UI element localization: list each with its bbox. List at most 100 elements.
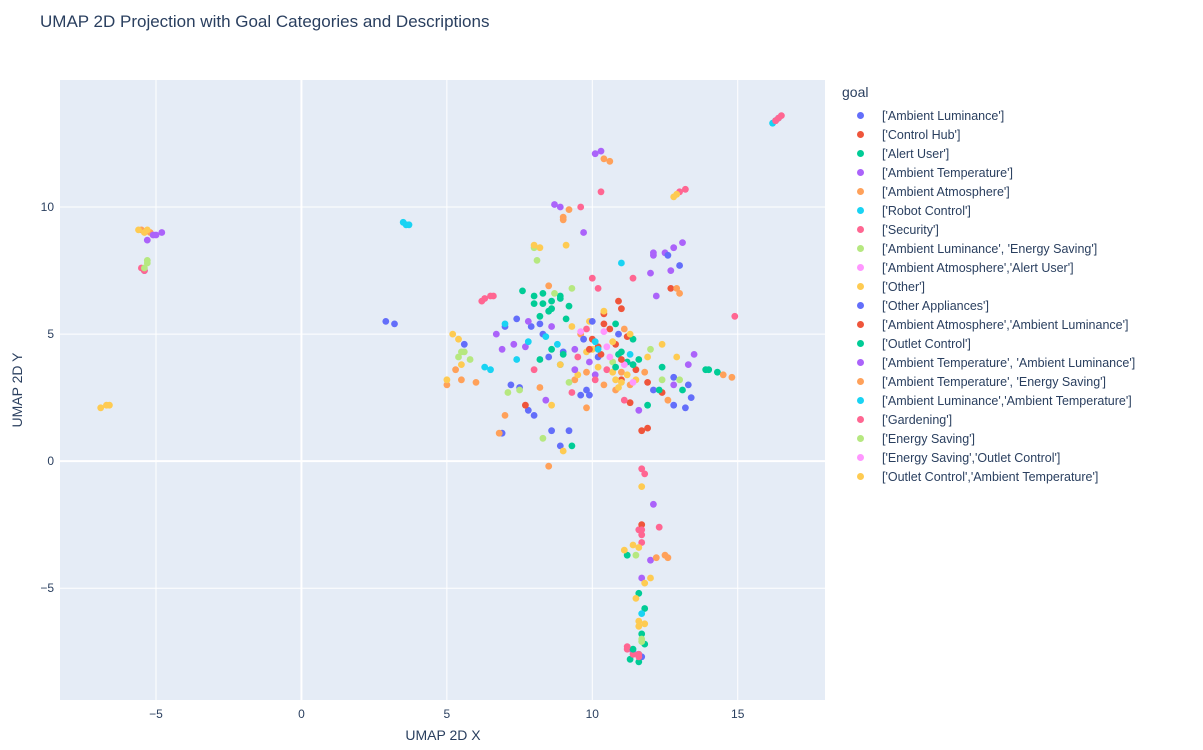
data-point[interactable] [638,521,646,529]
data-point[interactable] [577,328,585,335]
data-point[interactable] [702,366,710,374]
data-point[interactable] [670,244,678,252]
data-point[interactable] [655,386,663,394]
data-point[interactable] [495,429,503,437]
data-point[interactable] [638,531,646,539]
data-point[interactable] [615,330,622,338]
data-point[interactable] [620,361,628,368]
data-point[interactable] [548,427,555,435]
data-point[interactable] [594,363,602,371]
legend-item[interactable]: ['Robot Control'] [842,201,1135,220]
data-point[interactable] [583,386,590,394]
data-point[interactable] [460,340,468,348]
data-point[interactable] [626,399,634,407]
data-point[interactable] [97,404,105,412]
data-point[interactable] [600,155,608,163]
legend-item[interactable]: ['Energy Saving','Outlet Control'] [842,448,1135,467]
data-point[interactable] [458,361,465,368]
data-point[interactable] [641,470,649,478]
data-point[interactable] [650,386,657,394]
data-point[interactable] [612,376,619,384]
data-point[interactable] [641,579,649,587]
data-point[interactable] [466,356,474,363]
data-point[interactable] [539,434,547,442]
data-point[interactable] [492,330,500,338]
data-point[interactable] [641,368,649,376]
data-point[interactable] [551,290,558,297]
data-point[interactable] [620,396,628,404]
data-point[interactable] [618,305,625,313]
data-point[interactable] [652,292,660,300]
legend-item[interactable]: ['Ambient Luminance', 'Energy Saving'] [842,239,1135,258]
data-point[interactable] [594,345,602,353]
data-point[interactable] [158,229,166,236]
data-point[interactable] [559,351,567,358]
data-point[interactable] [530,412,538,419]
data-point[interactable] [583,325,590,333]
data-point[interactable] [664,251,672,259]
data-point[interactable] [612,363,619,371]
data-point[interactable] [530,300,538,307]
data-point[interactable] [632,366,640,374]
data-point[interactable] [487,292,494,300]
data-point[interactable] [562,315,570,323]
legend-item[interactable]: ['Security'] [842,220,1135,239]
data-point[interactable] [149,231,157,239]
data-point[interactable] [647,269,654,277]
data-point[interactable] [583,404,590,412]
data-point[interactable] [629,379,637,386]
data-point[interactable] [684,361,692,368]
data-point[interactable] [455,353,462,361]
data-point[interactable] [635,544,643,551]
data-point[interactable] [568,389,576,396]
data-point[interactable] [673,353,681,361]
data-point[interactable] [597,351,605,358]
data-point[interactable] [135,226,142,234]
data-point[interactable] [568,323,576,330]
data-point[interactable] [629,335,637,343]
legend-item[interactable]: ['Control Hub'] [842,125,1135,144]
data-point[interactable] [536,384,544,391]
data-point[interactable] [679,239,686,247]
data-point[interactable] [539,290,547,297]
data-point[interactable] [673,190,681,198]
data-point[interactable] [591,150,599,158]
data-point[interactable] [591,376,599,384]
legend-item[interactable]: ['Other Appliances'] [842,296,1135,315]
data-point[interactable] [682,185,689,193]
data-point[interactable] [629,541,637,549]
data-point[interactable] [670,381,678,389]
data-point[interactable] [548,323,555,330]
legend-item[interactable]: ['Ambient Luminance'] [842,106,1135,125]
data-point[interactable] [556,361,564,368]
data-point[interactable] [458,376,465,384]
data-point[interactable] [443,381,451,389]
data-point[interactable] [536,244,544,252]
data-point[interactable] [606,325,614,333]
data-point[interactable] [530,366,538,374]
data-point[interactable] [638,465,646,473]
data-point[interactable] [638,427,646,435]
data-point[interactable] [635,658,643,666]
data-point[interactable] [638,526,646,534]
data-point[interactable] [626,351,634,358]
data-point[interactable] [559,447,567,455]
data-point[interactable] [559,213,567,221]
data-point[interactable] [664,554,672,562]
data-point[interactable] [472,379,480,386]
data-point[interactable] [684,381,692,389]
data-point[interactable] [609,368,617,376]
data-point[interactable] [524,338,532,346]
data-point[interactable] [655,523,663,531]
data-point[interactable] [542,333,550,340]
data-point[interactable] [571,376,579,384]
data-point[interactable] [606,353,614,361]
data-point[interactable] [731,312,739,320]
data-point[interactable] [524,318,532,325]
data-point[interactable] [481,363,489,371]
data-point[interactable] [687,394,695,401]
data-point[interactable] [635,622,643,630]
data-point[interactable] [676,262,683,269]
data-point[interactable] [588,318,596,325]
